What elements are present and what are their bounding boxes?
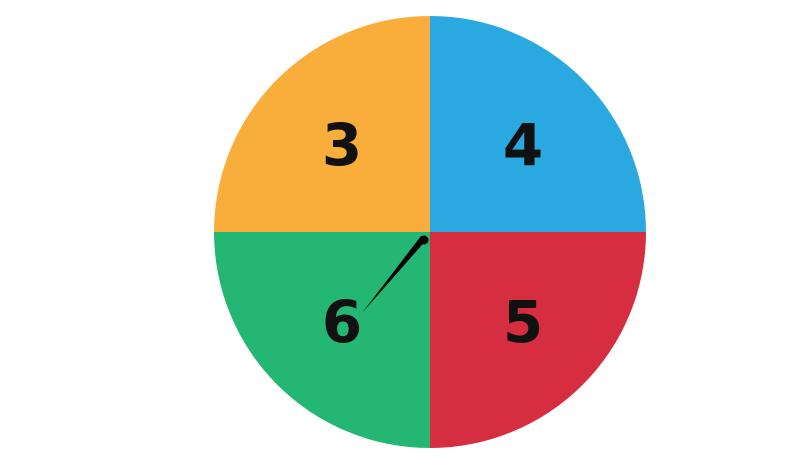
sector-5 [430, 232, 646, 448]
spinner-sectors [214, 16, 646, 448]
sector-6-label: 6 [322, 288, 362, 356]
sector-4 [430, 16, 646, 232]
sector-4-label: 4 [503, 111, 543, 179]
sector-3 [214, 16, 430, 232]
spinner-pointer [362, 236, 428, 313]
sector-5-label: 5 [503, 288, 543, 356]
spinner-pointer-hub [419, 235, 429, 245]
sector-3-label: 3 [322, 111, 362, 179]
sector-labels: 3 4 5 6 [322, 111, 543, 356]
sector-6 [214, 232, 430, 448]
